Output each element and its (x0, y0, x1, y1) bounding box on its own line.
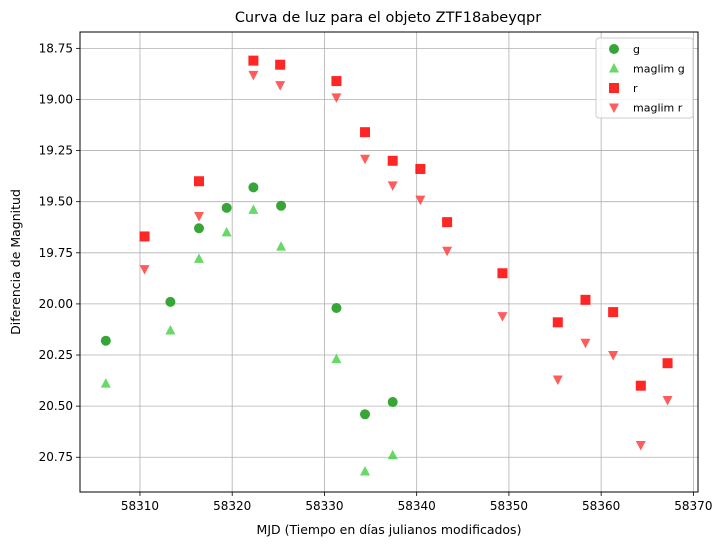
x-tick-label: 58340 (398, 499, 436, 513)
x-tick-label: 58310 (121, 499, 159, 513)
data-point-r (387, 155, 398, 166)
data-point-maglim-r (248, 70, 259, 81)
x-tick-label: 58320 (213, 499, 251, 513)
x-tick-label: 58360 (582, 499, 620, 513)
legend-marker-maglim-g (609, 63, 619, 73)
y-tick-label: 19.00 (39, 92, 73, 106)
x-axis: 58310 58320 58330 58340 58350 58360 58370 (121, 492, 712, 513)
series-maglim-g (100, 204, 398, 476)
chart-title: Curva de luz para el objeto ZTF18abeyqpr (235, 10, 541, 26)
legend-label: r (633, 82, 638, 95)
y-tick-label: 19.25 (39, 144, 73, 158)
data-point-r (139, 231, 150, 242)
data-point-g (248, 182, 259, 193)
y-axis: 18.75 19.00 19.25 19.50 19.75 20.00 20.25 20.50… (39, 41, 80, 464)
series-maglim-r (139, 70, 673, 451)
data-point-g (100, 335, 111, 346)
data-point-g (360, 409, 371, 420)
y-tick-label: 20.00 (39, 297, 73, 311)
data-point-maglim-r (580, 338, 591, 349)
legend-box (595, 37, 694, 119)
data-point-r (415, 163, 426, 174)
data-point-maglim-r (552, 375, 563, 386)
data-point-maglim-g (276, 241, 287, 251)
data-point-r (580, 294, 591, 305)
y-tick-label: 20.50 (39, 399, 73, 413)
y-tick-label: 19.75 (39, 246, 73, 260)
x-tick-label: 58330 (305, 499, 343, 513)
data-point-maglim-g (360, 466, 371, 476)
y-axis-label: Diferencia de Magnitud (8, 189, 23, 335)
x-axis-label: MJD (Tiempo en días julianos modificados… (257, 522, 522, 537)
series-g (100, 182, 398, 420)
data-point-maglim-g (331, 353, 342, 364)
data-point-maglim-r (387, 181, 398, 191)
legend-label: maglim g (633, 63, 685, 76)
data-point-r (608, 307, 619, 318)
data-point-g (331, 303, 342, 313)
data-point-r (193, 176, 204, 187)
y-tick-label: 20.75 (39, 450, 73, 464)
legend-marker-maglim-r (609, 103, 619, 113)
legend-marker-r (609, 83, 619, 93)
data-point-g (193, 223, 204, 234)
data-point-maglim-r (497, 312, 508, 322)
x-tick-label: 58350 (490, 499, 528, 513)
series-layer (100, 55, 673, 476)
data-point-r (552, 317, 563, 328)
y-tick-label: 20.25 (39, 348, 73, 362)
data-point-maglim-g (193, 253, 204, 263)
y-tick-label: 19.50 (39, 195, 73, 209)
data-point-maglim-r (360, 154, 371, 165)
data-point-r (442, 217, 453, 228)
data-point-maglim-r (442, 246, 453, 257)
data-point-r (635, 380, 646, 391)
data-point-maglim-r (635, 440, 646, 451)
data-point-maglim-r (139, 265, 150, 275)
series-r (139, 55, 673, 391)
data-point-r (248, 55, 259, 66)
data-point-r (275, 59, 286, 70)
data-point-maglim-g (165, 324, 176, 335)
data-point-r (360, 127, 371, 138)
legend: g maglim g r maglim r (595, 37, 694, 119)
y-tick-label: 18.75 (39, 41, 73, 55)
legend-marker-g (609, 44, 619, 54)
data-point-g (221, 202, 232, 213)
data-point-g (276, 200, 287, 211)
plot-frame (79, 31, 699, 493)
data-point-maglim-r (193, 212, 204, 222)
legend-label: g (633, 43, 640, 56)
data-point-r (497, 268, 508, 279)
legend-label: maglim r (633, 102, 683, 115)
data-point-r (662, 358, 673, 369)
data-point-maglim-r (662, 396, 673, 406)
data-point-maglim-r (275, 81, 286, 91)
data-point-maglim-r (331, 93, 342, 103)
data-point-maglim-g (100, 378, 111, 388)
data-point-maglim-g (387, 449, 398, 460)
data-point-maglim-g (221, 226, 232, 237)
x-tick-label: 58370 (674, 499, 712, 513)
data-point-g (387, 397, 398, 408)
data-point-r (331, 76, 342, 87)
data-point-g (165, 296, 176, 307)
data-point-maglim-r (608, 351, 619, 361)
data-point-maglim-g (248, 204, 259, 214)
data-point-maglim-r (415, 195, 426, 206)
